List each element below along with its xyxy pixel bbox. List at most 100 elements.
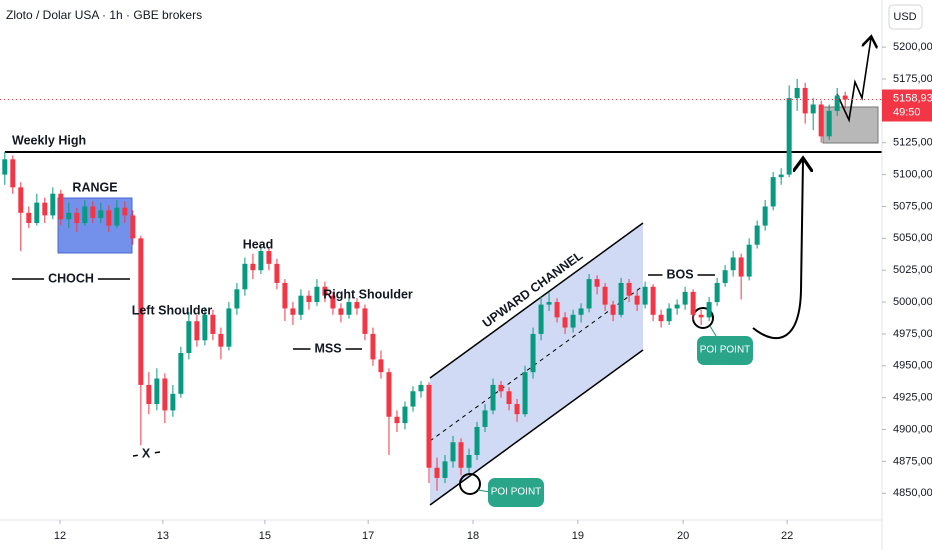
annotation: Weekly High — [12, 133, 86, 147]
y-tick-label: 5025,00 — [893, 264, 932, 276]
currency-box[interactable] — [888, 4, 923, 30]
candle-body — [322, 286, 328, 296]
candle-body — [602, 286, 608, 305]
candle-body — [714, 282, 720, 303]
y-tick-label: 5050,00 — [893, 232, 932, 244]
candle-body — [538, 304, 544, 334]
y-tick-label: 4975,00 — [893, 328, 932, 340]
candle-body — [834, 95, 840, 111]
candle-body — [346, 302, 352, 315]
candle-body — [26, 212, 32, 224]
poi-bubble — [697, 336, 753, 365]
y-tick-label: 5075,00 — [893, 200, 932, 212]
channel-mid — [429, 285, 644, 442]
candle-body — [178, 353, 184, 394]
candle-body — [266, 251, 272, 264]
poi-circle — [459, 473, 481, 495]
candle-body — [66, 212, 72, 220]
x-tick-label: 17 — [362, 530, 374, 542]
last-price-label: 5158,93 — [893, 92, 932, 104]
poi-pointer — [709, 325, 717, 337]
x-tick-label: 12 — [54, 530, 66, 542]
candle-body — [578, 308, 584, 315]
candle-body — [50, 193, 56, 216]
candle-body — [682, 291, 688, 305]
channel-top — [429, 222, 644, 379]
candle-body — [106, 210, 112, 226]
y-tick-label: 5175,00 — [893, 73, 932, 85]
candle-body — [186, 321, 192, 354]
candle-body — [634, 295, 640, 305]
y-tick-label: 4900,00 — [893, 423, 932, 435]
annotation-bg — [44, 270, 98, 287]
candle-body — [674, 304, 680, 309]
channel-bottom — [429, 349, 644, 506]
annotation: POI POINT — [700, 345, 751, 356]
candle-body — [802, 87, 808, 114]
candle-body — [154, 378, 160, 405]
candle-body — [810, 104, 816, 114]
candle-body — [218, 333, 224, 347]
candle-body — [98, 210, 104, 218]
candle-body — [546, 302, 552, 305]
candle-body — [754, 225, 760, 245]
annotation: MSS — [314, 341, 341, 355]
candle-body — [730, 257, 736, 271]
candle-body — [306, 295, 312, 303]
candle-body — [90, 206, 96, 218]
annotation: CHOCH — [48, 271, 94, 285]
candle-body — [226, 308, 232, 347]
currency[interactable]: USD — [893, 11, 916, 23]
candle-body — [146, 384, 152, 405]
y-tick-label: 4950,00 — [893, 360, 932, 372]
candle-body — [826, 110, 832, 137]
candle-body — [618, 282, 624, 315]
candle-body — [458, 442, 464, 468]
candle-body — [290, 308, 296, 315]
annotation: RANGE — [72, 180, 117, 194]
candle-body — [626, 282, 632, 296]
candle-body — [18, 187, 24, 213]
candle-body — [250, 263, 256, 271]
candle-body — [650, 286, 656, 315]
candle-body — [274, 263, 280, 283]
candle-body — [202, 314, 208, 341]
candle-body — [282, 282, 288, 309]
candle-body — [762, 206, 768, 226]
x-tick-label: 19 — [572, 530, 584, 542]
candle-body — [330, 295, 336, 309]
candle-body — [498, 384, 504, 392]
candle-body — [690, 291, 696, 315]
annotation: POI POINT — [491, 487, 542, 498]
candle-body — [34, 202, 40, 224]
chart-title: Zloto / Dolar USA · 1h · GBE brokers — [6, 8, 202, 22]
candle-body — [506, 391, 512, 405]
candle-body — [818, 104, 824, 137]
candle-body — [594, 279, 600, 287]
candle-body — [114, 207, 120, 226]
candle-body — [642, 286, 648, 305]
y-tick-label: 5100,00 — [893, 169, 932, 181]
candle-body — [410, 391, 416, 407]
annotation: Head — [243, 237, 274, 251]
candle-body — [394, 416, 400, 424]
candle-body — [562, 317, 568, 328]
y-tick-label: 5200,00 — [893, 41, 932, 53]
candle-body — [58, 193, 64, 220]
candle-body — [194, 321, 200, 341]
candle-body — [314, 286, 320, 303]
candle-body — [514, 404, 520, 415]
last-price-box — [882, 89, 932, 122]
x-tick-label: 20 — [677, 530, 689, 542]
candle-body — [570, 314, 576, 328]
candle-body — [10, 159, 16, 188]
zigzag-arrow — [836, 38, 871, 123]
candle-body — [162, 378, 168, 411]
candle-body — [490, 384, 496, 411]
candle-body — [122, 207, 128, 216]
annotation: Left Shoulder — [132, 303, 213, 317]
candle-body — [138, 238, 144, 385]
candle-body — [354, 302, 360, 309]
candle-body — [722, 270, 728, 283]
